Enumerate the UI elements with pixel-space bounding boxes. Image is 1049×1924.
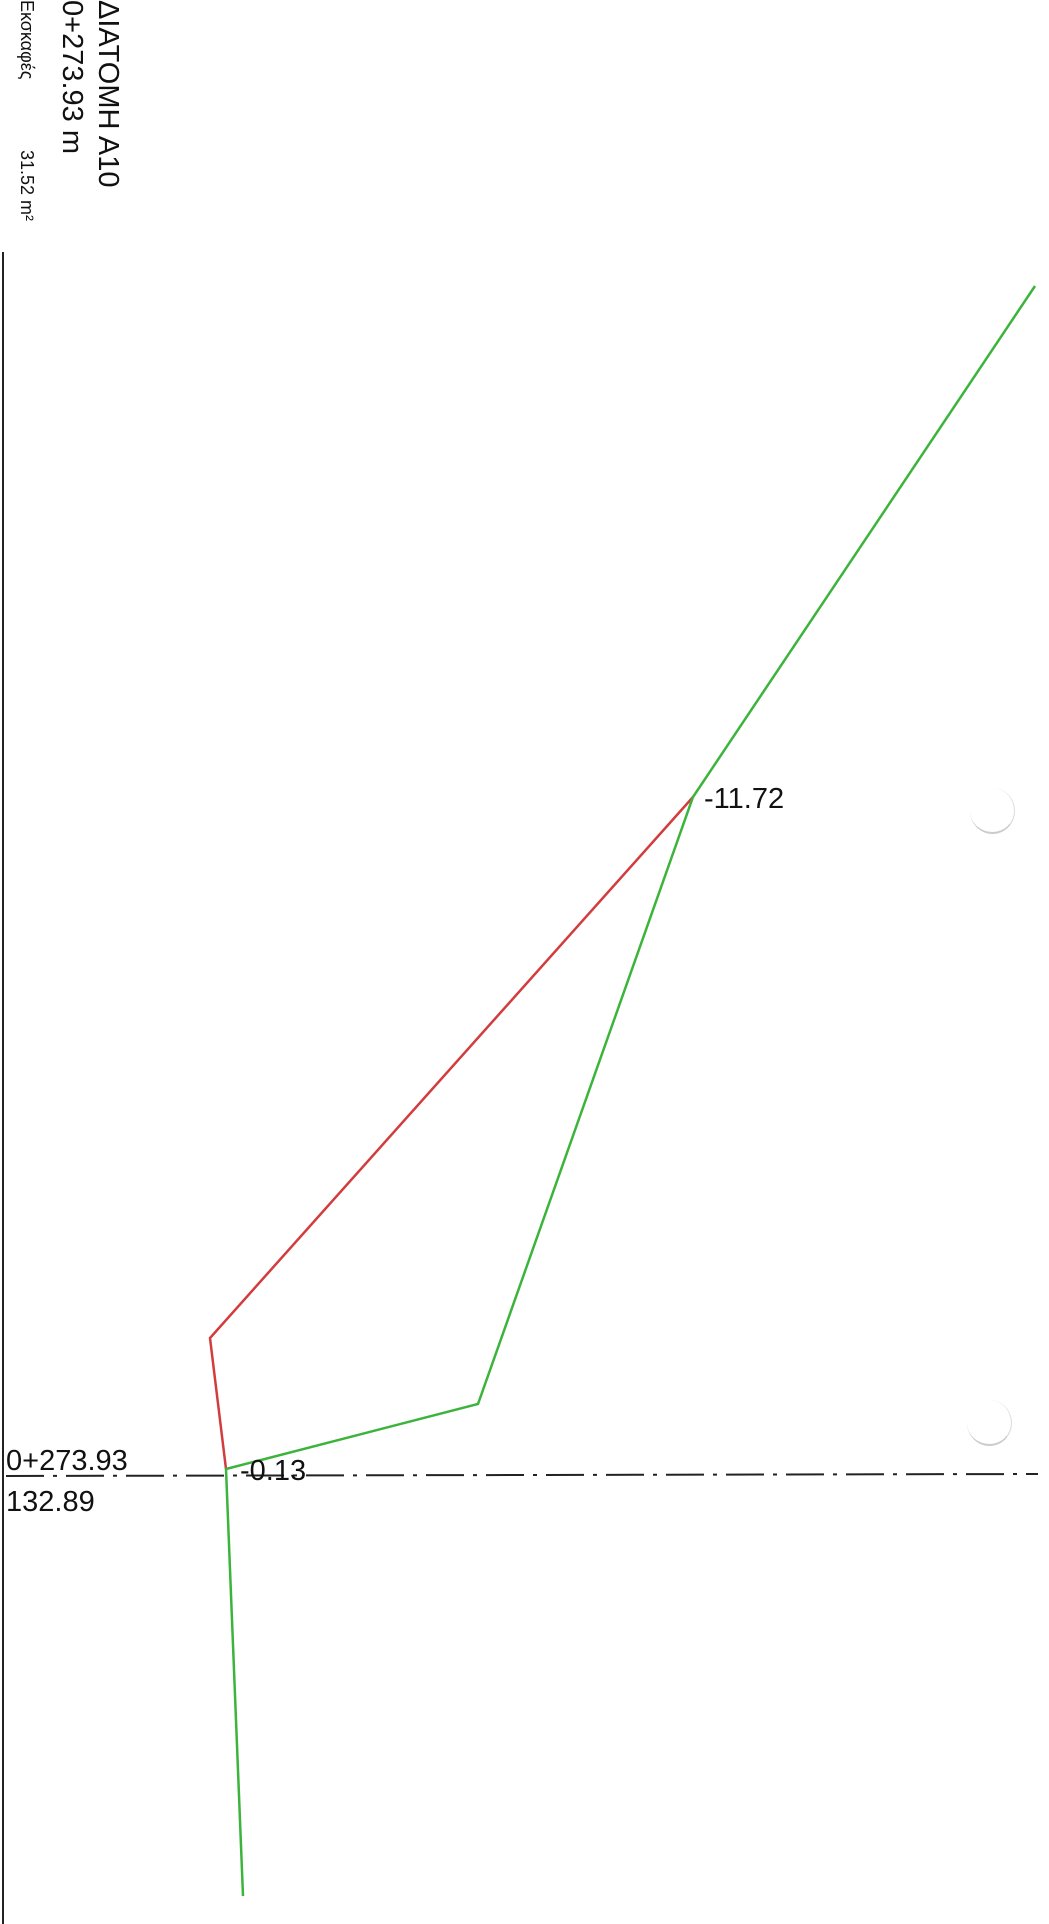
offset-label-right: -11.72: [704, 783, 785, 815]
section-station: 0+273.93 m: [56, 0, 88, 154]
axis-station-label: 0+273.93: [6, 1445, 128, 1477]
design-section-line: [224, 285, 1037, 1897]
punch-hole-mark-lower: [967, 1400, 1012, 1446]
existing-ground-line: [208, 796, 694, 1470]
centerline-axis: [5, 1473, 1039, 1477]
punch-hole-mark-upper: [970, 788, 1015, 834]
section-title: ΔΙΑΤΟΜΗ Α10: [92, 0, 124, 188]
offset-label-axis: -0.13: [240, 1455, 307, 1487]
excavation-value: 31.52 m²: [17, 150, 37, 222]
excavation-label: Εκσκαφές: [17, 0, 37, 80]
axis-elevation-label: 132.89: [6, 1486, 95, 1518]
